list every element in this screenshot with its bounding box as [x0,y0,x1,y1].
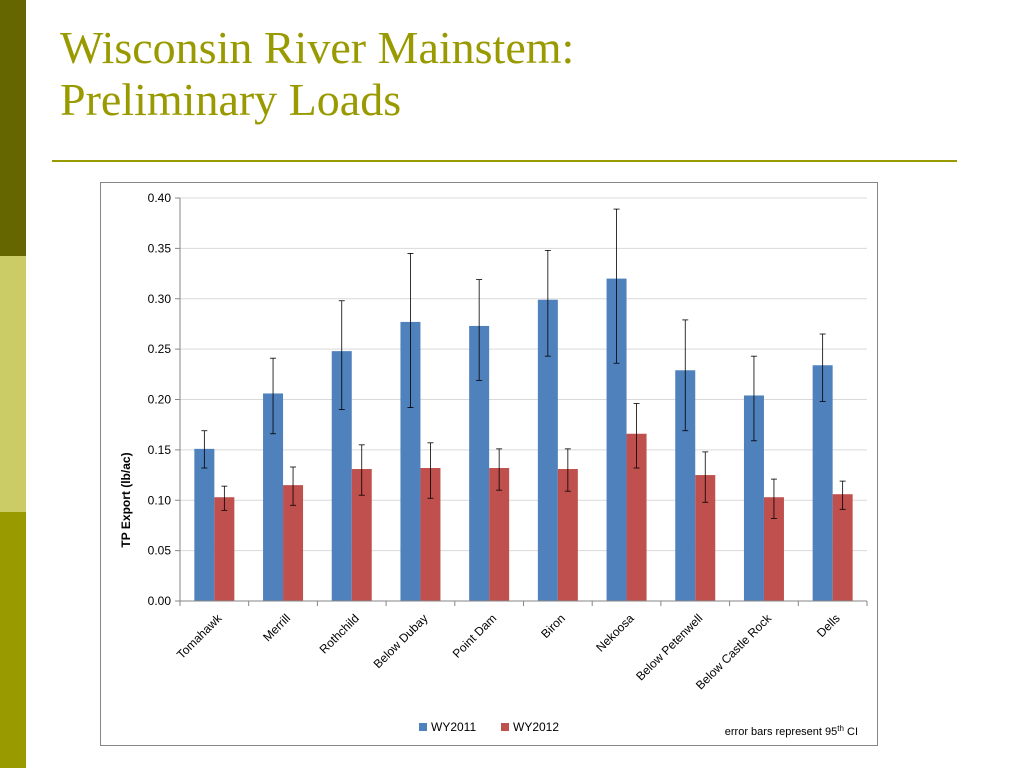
bar-chart: 0.00 0.05 0.10 0.15 0.20 0.25 0.30 0.35 0.40 Tom… [119,191,868,738]
side-bar-dark [0,0,26,256]
bars [194,278,853,601]
x-tick-label: Tomahawk [174,611,225,662]
error-bar-note-text: error bars represent 95 [725,726,838,738]
bar-wy2012 [763,497,784,601]
x-tick-label: Point Dam [450,611,500,661]
bar-wy2011 [606,278,627,601]
bar-wy2012 [283,485,304,601]
x-tick-label: Below Petenwell [633,611,705,683]
x-tick-label: Biron [538,611,568,641]
bar-wy2011 [194,448,215,601]
slide-title-line1: Wisconsin River Mainstem: [60,22,575,73]
error-bar-note: error bars represent 95th CI [725,724,858,738]
bar-wy2011 [743,395,764,601]
bar-wy2012 [695,475,716,601]
bar-wy2012 [351,469,372,601]
axes [179,198,868,606]
bar-wy2012 [557,469,578,601]
error-bars [201,208,846,519]
y-tick-label: 0.10 [148,493,172,507]
legend-swatch-wy2012 [501,723,509,731]
y-tick-label: 0.05 [148,544,172,558]
side-bar-light [0,256,26,512]
legend: WY2011 WY2012 [419,720,559,734]
bar-wy2011 [469,325,490,601]
bar-wy2011 [400,321,421,601]
slide-title: Wisconsin River Mainstem: Preliminary Lo… [60,22,574,126]
y-tick-label: 0.35 [148,241,172,255]
error-bar-note-superscript: th [837,724,844,733]
legend-label-wy2012: WY2012 [513,720,559,734]
slide-title-line2: Preliminary Loads [60,74,402,125]
bar-wy2012 [832,494,853,601]
chart-frame: 0.00 0.05 0.10 0.15 0.20 0.25 0.30 0.35 0.40 Tom… [100,182,878,746]
y-tick-label: 0.00 [148,594,172,608]
bar-wy2012 [420,468,441,601]
y-axis-title: TP Export (lb/ac) [119,452,133,547]
bar-wy2011 [812,365,833,601]
x-tick-label: Merrill [260,611,293,644]
bar-wy2012 [626,433,647,601]
y-tick-label: 0.40 [148,191,172,205]
bar-wy2012 [489,468,510,601]
x-tick-label: Dells [814,611,843,640]
bar-wy2011 [675,370,696,601]
bar-wy2011 [537,299,558,601]
legend-label-wy2011: WY2011 [431,720,476,734]
bar-wy2011 [331,351,352,601]
y-tick-label: 0.25 [148,342,172,356]
y-tick-label: 0.15 [148,443,172,457]
side-bar-medium [0,512,26,768]
x-tick-label: Below Castle Rock [693,611,775,693]
x-tick-labels: Tomahawk Merrill Rothchild Below Dubay Point… [174,611,843,693]
x-tick-label: Nekoosa [593,611,637,655]
title-divider [52,160,957,162]
y-tick-labels: 0.00 0.05 0.10 0.15 0.20 0.25 0.30 0.35 0.40 [148,191,172,608]
bar-wy2012 [214,497,235,601]
y-tick-label: 0.30 [148,292,172,306]
legend-swatch-wy2011 [419,723,427,731]
x-tick-label: Rothchild [317,611,362,656]
bar-wy2011 [263,393,284,601]
y-tick-label: 0.20 [148,393,172,407]
error-bar-note-suffix: CI [844,726,858,738]
x-tick-label: Below Dubay [371,611,431,671]
